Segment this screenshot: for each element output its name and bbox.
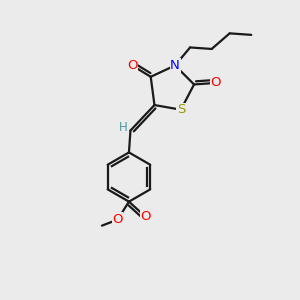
Text: O: O (210, 76, 221, 89)
Text: O: O (140, 210, 151, 223)
Text: N: N (170, 59, 180, 72)
Text: H: H (118, 121, 127, 134)
Text: O: O (127, 59, 137, 72)
Text: O: O (112, 213, 123, 226)
Text: S: S (177, 103, 185, 116)
